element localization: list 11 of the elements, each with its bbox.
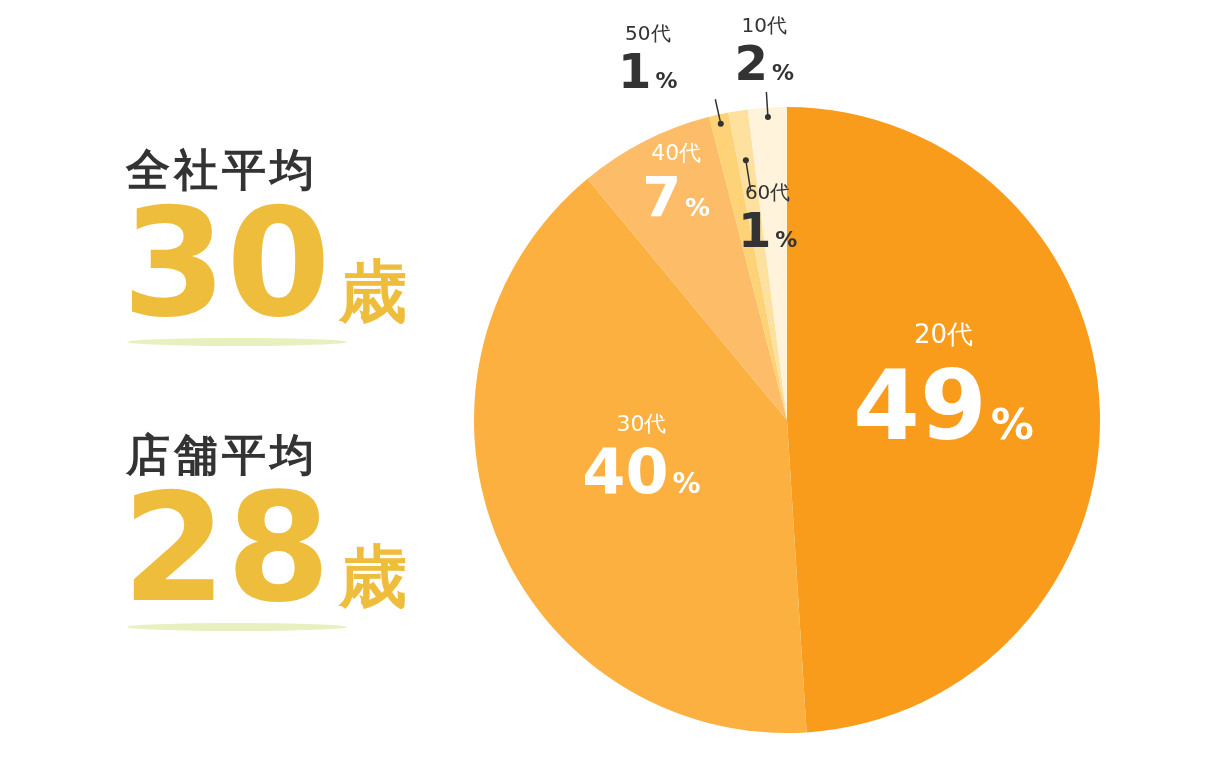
data-label: 49% (853, 350, 1034, 463)
slice-label: 40代 (651, 140, 702, 166)
slice-label: 20代 (913, 319, 973, 350)
slice-label: 10代 (741, 12, 787, 37)
pie-slice (474, 178, 807, 733)
data-label: 2% (734, 34, 794, 91)
data-label: 40% (582, 435, 701, 509)
slice-label: 50代 (625, 20, 671, 45)
data-label: 1% (618, 42, 678, 99)
slice-label: 30代 (616, 411, 667, 437)
data-label: 7% (642, 164, 711, 230)
